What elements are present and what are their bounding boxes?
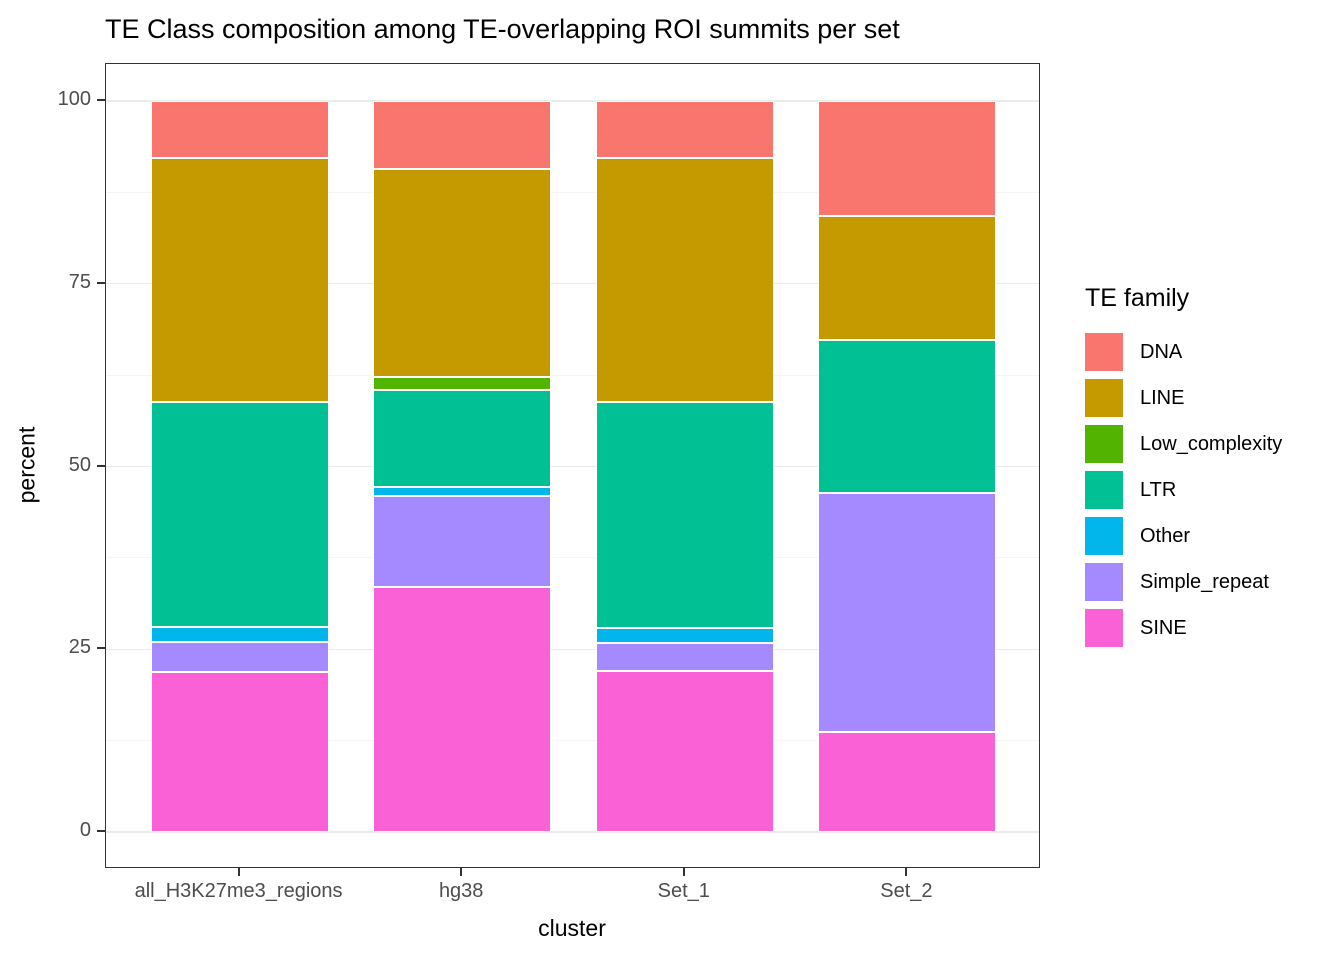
- y-tick-label: 25: [68, 636, 91, 659]
- bar-segment-Simple_repeat: [818, 492, 997, 732]
- x-tick-mark: [237, 868, 240, 876]
- bar-segment-SINE: [373, 587, 552, 833]
- y-tick-mark: [97, 830, 105, 833]
- legend-label-Low_complexity: Low_complexity: [1140, 432, 1283, 455]
- bar-segment-SINE: [595, 671, 774, 833]
- gridline-minor: [106, 557, 1039, 559]
- y-tick-mark: [97, 464, 105, 467]
- gridline-major: [106, 831, 1039, 833]
- legend-item-Simple_repeat: Simple_repeat: [1085, 559, 1282, 605]
- bar-segment-LINE: [150, 157, 329, 403]
- x-tick-label: Set_2: [880, 880, 933, 902]
- legend-swatch-SINE: [1085, 609, 1123, 647]
- bar-segment-DNA: [150, 100, 329, 158]
- x-tick-label: hg38: [438, 880, 484, 902]
- x-tick-mark: [682, 868, 685, 876]
- bar-segment-Simple_repeat: [373, 495, 552, 588]
- gridline-major: [106, 100, 1039, 102]
- plot-panel: [105, 63, 1040, 868]
- bar-segment-DNA: [595, 100, 774, 158]
- legend-item-Other: Other: [1085, 513, 1282, 559]
- bar-segment-LTR: [818, 339, 997, 493]
- bar-segment-SINE: [150, 672, 329, 833]
- bar-segment-LINE: [818, 215, 997, 340]
- legend-label-LINE: LINE: [1140, 386, 1185, 409]
- legend-item-Low_complexity: Low_complexity: [1085, 421, 1282, 467]
- gridline-minor: [106, 191, 1039, 193]
- bar-segment-Other: [373, 486, 552, 496]
- bar-segment-LTR: [150, 402, 329, 627]
- gridline-major: [106, 648, 1039, 651]
- bar-segment-DNA: [818, 100, 997, 216]
- gridline-major: [106, 465, 1039, 468]
- x-axis-title: cluster: [538, 915, 606, 941]
- legend-swatch-Low_complexity: [1085, 425, 1123, 463]
- bar-segment-SINE: [818, 731, 997, 833]
- gridline-minor: [106, 374, 1039, 376]
- legend-label-LTR: LTR: [1140, 478, 1177, 501]
- bar-segment-Simple_repeat: [150, 642, 329, 673]
- bar-segment-Other: [595, 628, 774, 644]
- legend-label-DNA: DNA: [1140, 340, 1183, 363]
- x-tick-mark: [905, 868, 908, 876]
- legend-items: DNA LINE Low_complexity LTR Other Simple_repe…: [1085, 329, 1282, 651]
- bar-segment-DNA: [373, 100, 552, 169]
- legend-label-Simple_repeat: Simple_repeat: [1140, 570, 1269, 593]
- legend-swatch-DNA: [1085, 333, 1123, 371]
- legend-item-SINE: SINE: [1085, 605, 1282, 651]
- legend-swatch-LINE: [1085, 379, 1123, 417]
- legend-label-SINE: SINE: [1140, 616, 1187, 639]
- y-tick-mark: [97, 647, 105, 650]
- bar-segment-LTR: [595, 402, 774, 629]
- y-tick-label: 75: [68, 270, 91, 293]
- x-tick-label: all_H3K27me3_regions: [134, 880, 343, 902]
- legend: TE family DNA LINE Low_complexity LTR Other S…: [1085, 284, 1282, 651]
- legend-item-LTR: LTR: [1085, 467, 1282, 513]
- legend-swatch-Simple_repeat: [1085, 563, 1123, 601]
- y-tick-label: 0: [79, 819, 91, 842]
- legend-label-Other: Other: [1140, 524, 1191, 547]
- y-axis-title: percent: [13, 426, 40, 504]
- gridline-minor: [106, 740, 1039, 742]
- bar-segment-Simple_repeat: [595, 643, 774, 672]
- bar-segment-LINE: [373, 168, 552, 377]
- legend-item-DNA: DNA: [1085, 329, 1282, 375]
- y-tick-label: 100: [57, 87, 91, 110]
- legend-item-LINE: LINE: [1085, 375, 1282, 421]
- legend-swatch-LTR: [1085, 471, 1123, 509]
- x-tick-mark: [460, 868, 463, 876]
- y-tick-label: 50: [68, 453, 91, 476]
- bar-segment-LINE: [595, 157, 774, 403]
- bar-segment-Other: [150, 626, 329, 643]
- legend-swatch-Other: [1085, 517, 1123, 555]
- bar-segment-Low_complexity: [373, 376, 552, 391]
- gridline-major: [106, 282, 1039, 285]
- y-tick-mark: [97, 98, 105, 101]
- bar-segment-LTR: [373, 390, 552, 487]
- chart-title: TE Class composition among TE-overlappin…: [105, 14, 900, 44]
- y-tick-mark: [97, 281, 105, 284]
- legend-title: TE family: [1085, 284, 1190, 312]
- x-tick-label: Set_1: [657, 880, 710, 902]
